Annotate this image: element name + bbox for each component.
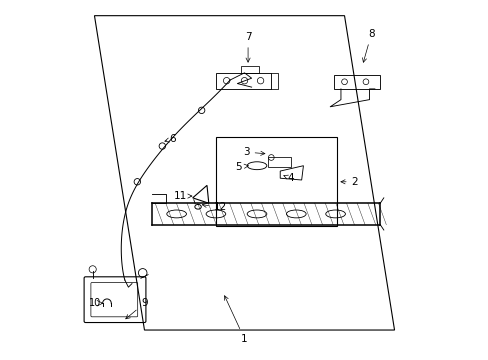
Text: 11: 11 [174,191,191,201]
Bar [216,137,337,226]
Bar [216,73,271,89]
Text: 7: 7 [244,32,251,62]
Text: 9: 9 [125,298,147,319]
Bar [267,157,290,167]
Text: 4: 4 [283,173,293,183]
Text: 12: 12 [202,202,227,212]
Text: 6: 6 [164,134,176,144]
Text: 2: 2 [340,177,358,187]
Bar [333,75,380,89]
Text: 5: 5 [235,162,248,172]
Bar [241,66,258,73]
Text: 3: 3 [243,147,264,157]
Text: 10: 10 [89,298,101,308]
Text: 8: 8 [362,29,374,62]
Text: 1: 1 [224,296,247,344]
